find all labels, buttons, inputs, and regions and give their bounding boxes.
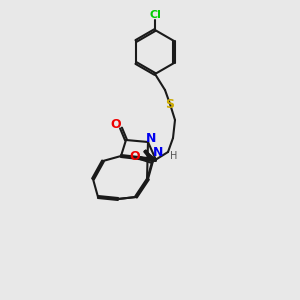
Text: N: N [146, 133, 156, 146]
Text: Cl: Cl [149, 10, 161, 20]
Text: O: O [111, 118, 121, 130]
Text: S: S [166, 98, 175, 110]
Text: O: O [130, 149, 140, 163]
Text: H: H [170, 151, 177, 161]
Text: N: N [153, 146, 163, 158]
